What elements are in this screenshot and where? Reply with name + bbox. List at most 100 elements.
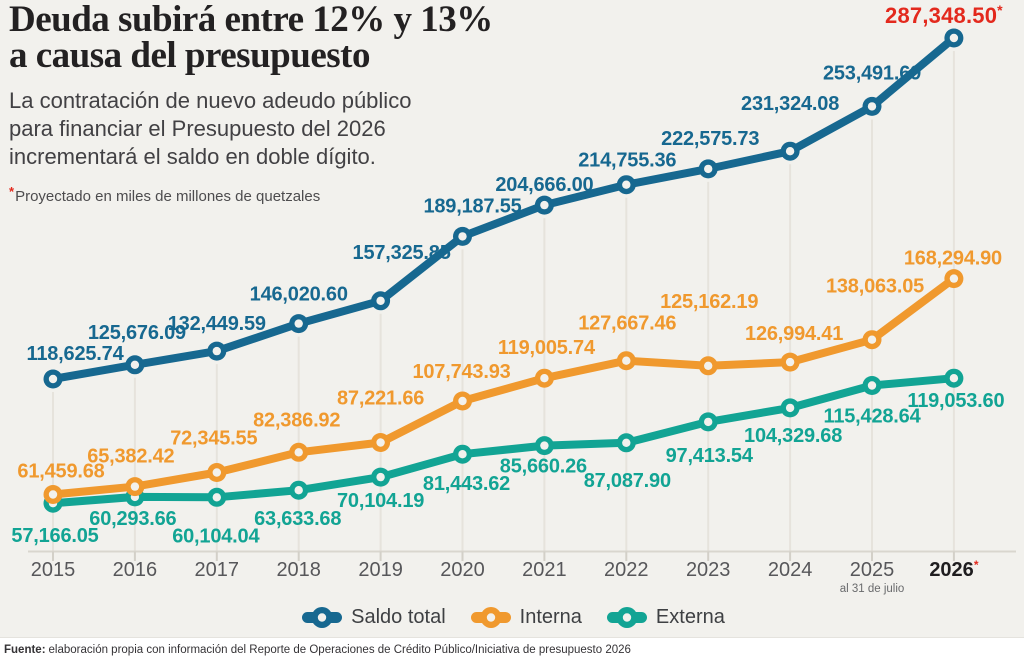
legend-label: Interna [519, 606, 582, 628]
marker-hole [785, 403, 795, 413]
legend-ring-hole [317, 613, 327, 622]
marker-hole [949, 374, 959, 383]
data-label: 57,166.05 [11, 525, 98, 547]
data-label: 82,386.92 [253, 409, 340, 431]
data-label: 204,666.00 [495, 174, 593, 196]
marker-hole [458, 232, 467, 241]
data-label: 107,743.93 [412, 361, 510, 383]
legend-ring-hole [622, 613, 632, 622]
marker-hole [376, 472, 385, 482]
data-label: 126,994.41 [745, 323, 843, 345]
data-point-marker [862, 96, 882, 116]
x-tick-label: 2016 [113, 559, 158, 581]
data-point-marker [453, 391, 472, 411]
marker-hole [867, 102, 877, 111]
data-point-marker [453, 226, 472, 246]
legend-item-externa: Externa [604, 604, 725, 631]
marker-hole [622, 356, 631, 365]
data-label: 97,413.54 [666, 445, 754, 467]
marker-hole [540, 441, 549, 450]
data-point-marker [944, 28, 964, 48]
marker-hole [294, 486, 303, 495]
data-point-marker [125, 355, 145, 375]
data-label: 119,005.74 [498, 337, 596, 359]
data-point-marker [944, 269, 964, 289]
data-label: 157,325.85 [353, 242, 451, 264]
data-label: 85,660.26 [500, 456, 587, 478]
data-point-marker [616, 175, 636, 195]
projection-note: *Proyectado en miles de millones de quet… [9, 184, 493, 205]
legend: Saldo total Interna Externa [0, 604, 1024, 631]
data-point-marker [780, 398, 800, 418]
data-point-marker [453, 444, 472, 464]
marker-hole [212, 493, 221, 502]
data-point-marker [43, 369, 63, 389]
data-point-marker [862, 330, 882, 350]
marker-hole [867, 381, 877, 390]
marker-hole [785, 147, 795, 156]
data-label: 138,063.05 [826, 276, 924, 298]
data-label: 214,755.36 [578, 150, 676, 172]
data-point-marker [289, 314, 309, 334]
data-label: 127,667.46 [578, 313, 676, 335]
data-label: 63,633.68 [254, 508, 341, 530]
marker-hole [867, 335, 877, 344]
title-line-2: a causa del presupuesto [9, 35, 370, 76]
data-label: 72,345.55 [170, 428, 257, 450]
data-point-marker [289, 442, 309, 462]
data-label: 87,221.66 [337, 388, 424, 410]
data-point-marker [616, 433, 636, 453]
data-point-marker [289, 480, 309, 500]
x-tick-label: 2026* [929, 558, 979, 581]
data-label: 222,575.73 [661, 128, 759, 150]
marker-hole [48, 490, 58, 499]
marker-hole [704, 164, 713, 174]
marker-hole [376, 438, 385, 447]
data-point-marker [944, 368, 964, 388]
data-point-marker [698, 412, 718, 432]
legend-item-saldo-total: Saldo total [299, 604, 446, 631]
source-footer: Fuente: elaboración propia con informaci… [0, 637, 1024, 661]
marker-hole [376, 296, 385, 305]
data-label: 65,382.42 [87, 446, 174, 468]
data-label: 132,449.59 [168, 313, 266, 335]
x-tick-label: 2017 [195, 559, 240, 581]
data-point-marker [534, 368, 554, 388]
data-label: 81,443.62 [423, 473, 510, 495]
data-point-marker [862, 376, 882, 395]
asterisk-icon: * [9, 184, 15, 199]
x-tick-label: 2023 [686, 559, 731, 581]
data-point-marker [371, 467, 391, 487]
marker-hole [212, 468, 221, 477]
x-tick-label: 2024 [768, 559, 813, 581]
data-label: 253,491.69 [823, 62, 921, 84]
data-label: 189,187.55 [423, 195, 521, 217]
marker-hole [704, 361, 713, 370]
marker-hole [458, 396, 467, 406]
data-label: 60,104.04 [172, 525, 260, 547]
legend-ring-hole [486, 613, 495, 622]
subtitle-line: La contratación de nuevo adeudo público [9, 88, 412, 113]
source-label: Fuente: [4, 643, 46, 656]
subtitle-line: para financiar el Presupuesto del 2026 [9, 116, 386, 141]
marker-hole [294, 319, 303, 328]
marker-hole [785, 357, 795, 367]
data-point-marker [43, 485, 63, 504]
x-axis-subnote: al 31 de julio [840, 583, 905, 595]
subtitle-line: incrementará el saldo en doble dígito. [9, 144, 376, 169]
legend-label: Saldo total [351, 606, 446, 628]
page-title: Deuda subirá entre 12% y 13% a causa del… [9, 1, 493, 76]
legend-item-interna: Interna [468, 604, 582, 631]
marker-hole [294, 448, 303, 457]
data-point-marker [698, 159, 718, 179]
marker-hole [704, 417, 713, 427]
marker-hole [949, 33, 959, 43]
legend-line-marker-icon [470, 607, 511, 628]
data-point-marker [207, 341, 227, 361]
marker-hole [949, 274, 959, 283]
marker-hole [130, 360, 140, 369]
header: Deuda subirá entre 12% y 13% a causa del… [9, 1, 493, 205]
data-label: 231,324.08 [741, 93, 839, 115]
data-label: 118,625.74 [27, 343, 125, 365]
